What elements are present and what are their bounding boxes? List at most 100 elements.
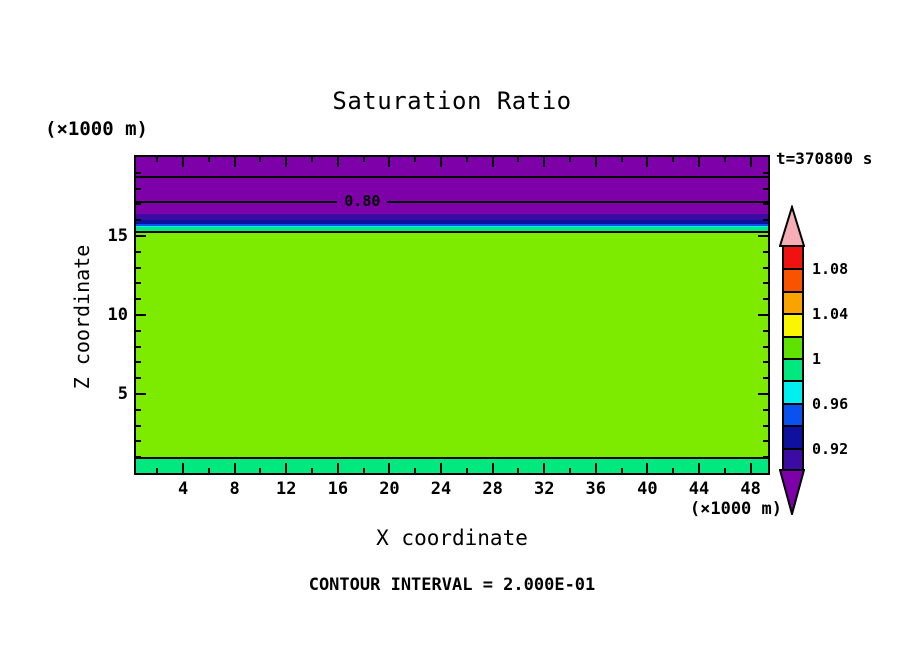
colorbar-divider [784,447,802,450]
x-tick [646,463,649,473]
x-tick [285,463,288,473]
y-tick [136,250,141,253]
colorbar-down-arrow-icon [779,469,805,515]
x-tick [207,157,210,162]
x-tick-label: 36 [585,479,607,499]
colorbar-tick-label: 0.96 [812,394,849,413]
x-tick [362,468,365,473]
x-tick-label: 28 [482,479,503,499]
y-axis-units-label: (×1000 m) [45,118,148,140]
x-tick-label: 24 [430,479,452,499]
x-tick [259,157,262,162]
x-tick [569,157,572,162]
x-tick [233,463,236,473]
x-tick [465,468,468,473]
colorbar-tick-label: 1.08 [812,260,849,279]
colorbar-divider [784,402,802,405]
y-tick [136,219,141,222]
x-tick-label: 32 [533,479,555,499]
colorbar-tick-label: 1 [812,350,822,368]
colorbar-divider [784,425,802,428]
x-tick [207,468,210,473]
colorbar-up-arrow-icon [779,205,805,247]
x-tick [543,157,546,167]
colorbar-segment [784,269,802,292]
x-tick [465,157,468,162]
y-tick [136,282,141,285]
colorbar-divider [784,335,802,338]
colorbar-segment [784,336,802,359]
y-tick [763,456,768,459]
contour-band [136,226,768,233]
x-tick-label: 16 [327,479,349,499]
x-tick [569,468,572,473]
x-axis-title: X coordinate [376,526,528,550]
x-tick [336,463,339,473]
colorbar-segment [784,381,802,404]
x-tick-label: 12 [276,479,297,499]
colorbar-segment [784,403,802,427]
x-tick [543,463,546,473]
y-tick [763,361,768,364]
x-tick [311,468,314,473]
time-annotation: t=370800 s [776,149,873,168]
y-tick [763,171,768,174]
y-tick [763,424,768,427]
y-tick [763,377,768,380]
x-tick [620,157,623,162]
x-tick [336,157,339,167]
x-tick [672,468,675,473]
y-tick [136,345,141,348]
x-tick [749,463,752,473]
y-tick-label: 5 [117,384,128,404]
colorbar-tick-label: 1.04 [812,305,849,324]
colorbar-divider [784,313,802,316]
x-tick [620,468,623,473]
y-tick-label: 10 [107,305,128,325]
x-tick [517,157,520,162]
contour-band [136,225,768,227]
y-tick [136,235,146,237]
y-tick [763,187,768,190]
plot-area: 0.80 [134,155,770,475]
x-tick [182,157,185,167]
x-tick [517,468,520,473]
y-tick [136,203,141,206]
x-tick [723,468,726,473]
contour-band [136,220,768,224]
x-tick [697,463,700,473]
x-tick [259,468,262,473]
x-tick [697,157,700,167]
colorbar-tick-label: 0.92 [812,439,849,458]
x-tick [594,157,597,167]
y-tick [136,456,141,459]
y-tick [136,171,141,174]
x-tick [491,157,494,167]
y-tick [136,266,141,269]
x-tick [362,157,365,162]
y-tick [758,393,768,395]
y-tick [758,235,768,237]
x-tick [672,157,675,162]
y-tick [763,440,768,443]
x-tick [156,157,159,162]
colorbar-divider [784,268,802,271]
colorbar-segment [784,359,802,382]
colorbar-divider [784,358,802,360]
contour-band [136,232,768,458]
y-tick [136,440,141,443]
contour-line [136,456,768,459]
contour-line-label: 0.80 [337,192,388,211]
y-tick [136,393,146,395]
y-tick [136,314,146,316]
contour-line [136,201,768,204]
x-tick [285,157,288,167]
colorbar-divider [784,290,802,293]
y-tick [758,314,768,316]
x-tick-label: 8 [229,479,240,499]
y-tick-label: 15 [107,226,128,246]
x-tick [440,157,443,167]
y-tick [763,219,768,222]
x-tick [440,463,443,473]
x-tick [388,157,391,167]
